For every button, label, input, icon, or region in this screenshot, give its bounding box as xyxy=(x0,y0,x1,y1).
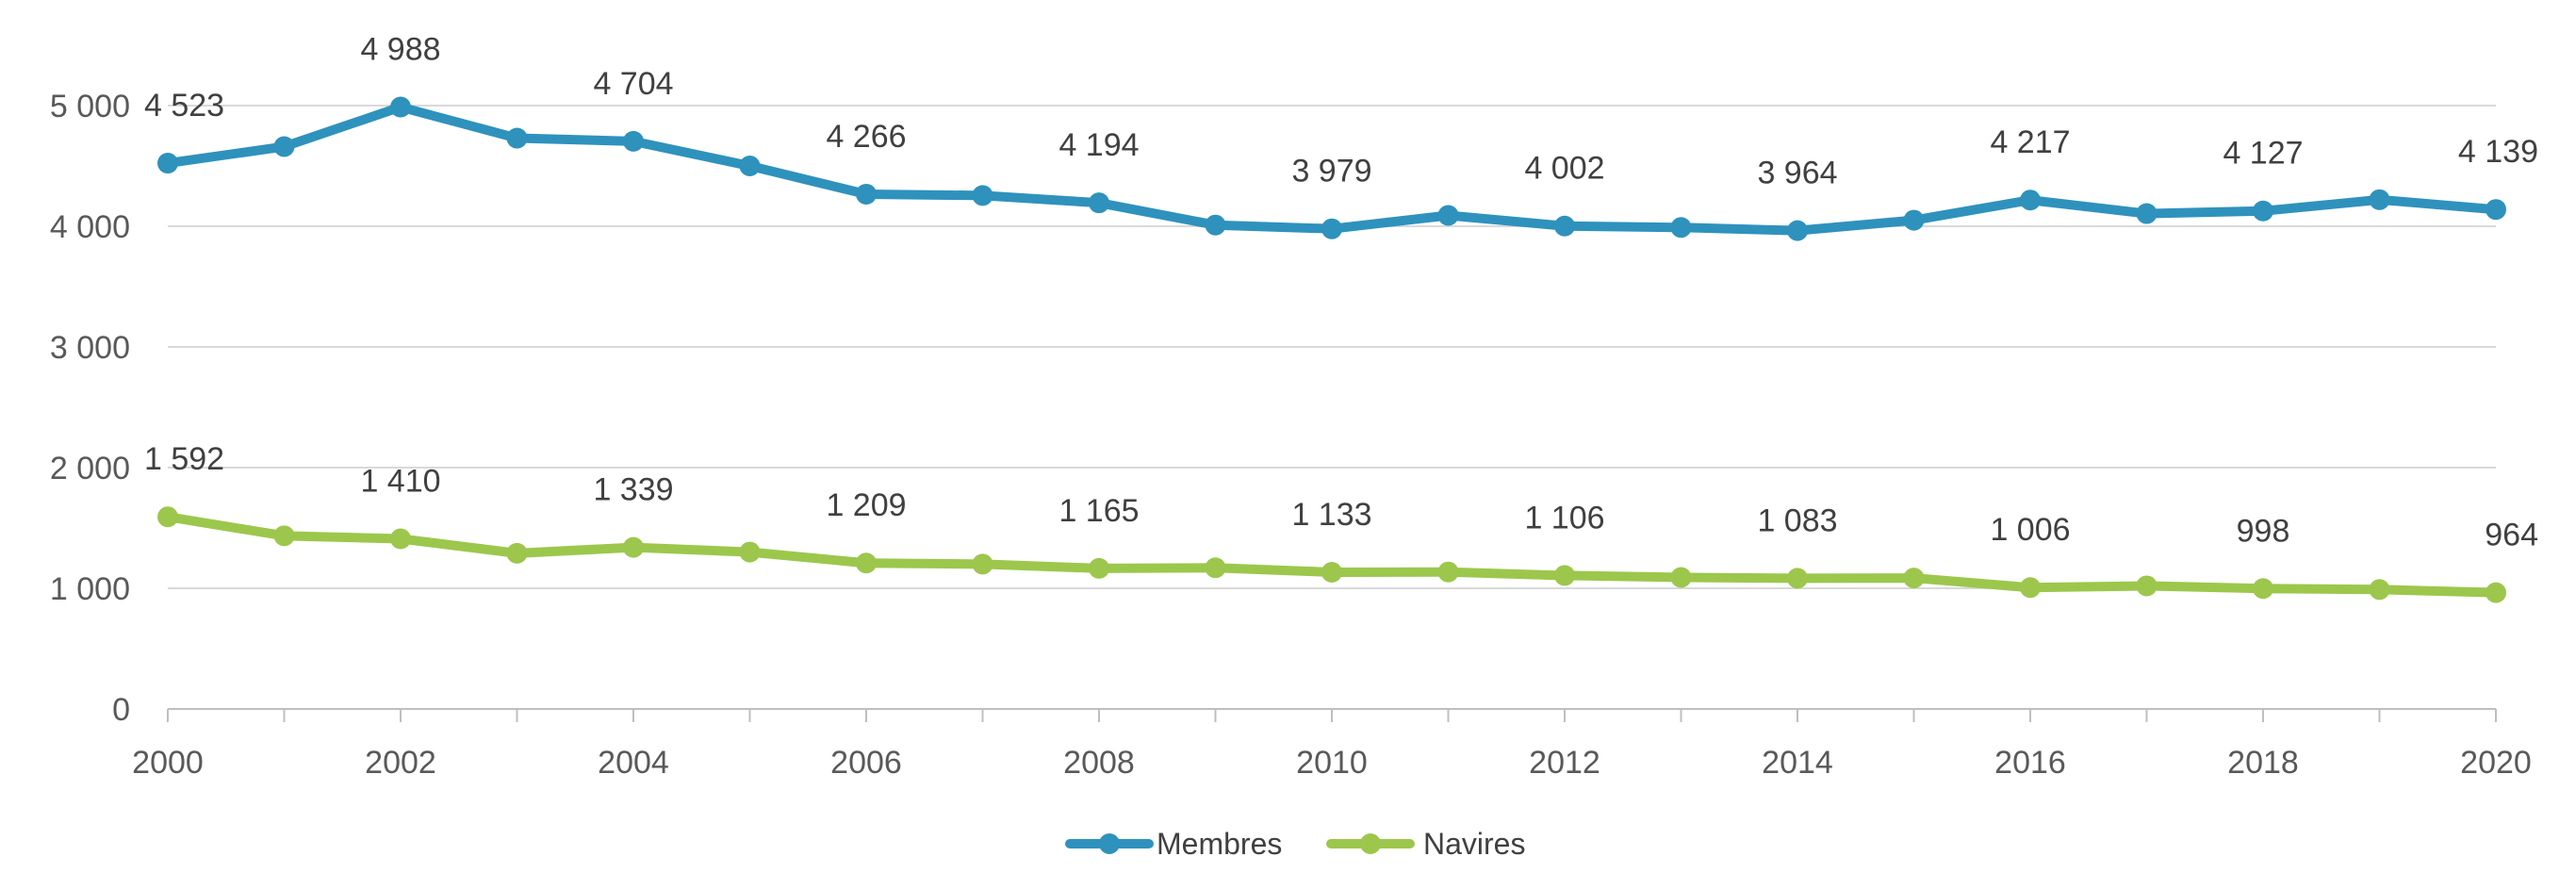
data-label-navires: 1 006 xyxy=(1990,512,2070,548)
data-label-membres: 3 979 xyxy=(1291,154,1371,189)
data-label-navires: 964 xyxy=(2485,518,2538,553)
data-point-membres xyxy=(390,96,411,118)
data-point-membres xyxy=(1321,218,1342,239)
data-label-navires: 1 165 xyxy=(1058,493,1139,529)
data-point-membres xyxy=(2486,199,2506,221)
data-label-membres: 4 127 xyxy=(2223,136,2303,172)
data-point-membres xyxy=(1089,192,1109,214)
data-point-membres xyxy=(1205,214,1226,236)
data-point-membres xyxy=(1437,205,1459,226)
data-point-membres xyxy=(972,185,993,206)
data-point-membres xyxy=(157,153,178,174)
data-point-navires xyxy=(856,552,877,574)
x-tick-label: 2014 xyxy=(1762,745,1833,781)
y-tick-label: 4 000 xyxy=(50,209,130,245)
legend-label-membres: Membres xyxy=(1157,827,1282,861)
data-point-navires xyxy=(2369,579,2390,601)
data-point-membres xyxy=(2020,189,2041,211)
data-point-navires xyxy=(972,553,993,575)
y-tick-label: 3 000 xyxy=(50,330,130,366)
x-tick-label: 2010 xyxy=(1296,745,1368,781)
legend-swatch-marker-navires xyxy=(1360,833,1381,854)
data-point-navires xyxy=(1554,565,1575,586)
x-tick-label: 2008 xyxy=(1063,745,1135,781)
data-label-navires: 1 410 xyxy=(360,464,440,500)
data-label-membres: 4 704 xyxy=(593,66,673,102)
data-point-navires xyxy=(273,525,295,547)
data-point-membres xyxy=(739,156,761,176)
data-point-membres xyxy=(1903,209,1925,231)
data-label-membres: 4 194 xyxy=(1058,127,1139,163)
series-points xyxy=(157,96,2506,603)
data-point-navires xyxy=(623,536,644,558)
x-tick-label: 2018 xyxy=(2227,745,2299,781)
data-point-navires xyxy=(1903,568,1925,589)
data-label-membres: 4 002 xyxy=(1524,151,1604,187)
data-point-membres xyxy=(1787,220,1808,241)
data-label-navires: 998 xyxy=(2237,513,2290,549)
data-point-navires xyxy=(2486,582,2506,603)
y-tick-label: 1 000 xyxy=(50,571,130,607)
legend-label-navires: Navires xyxy=(1423,827,1525,861)
data-labels: 4 523 4 988 4 704 4 266 4 194 3 979 4 002 3 964… xyxy=(144,32,2538,553)
data-label-membres: 4 523 xyxy=(144,88,224,124)
data-point-membres xyxy=(273,136,295,157)
y-tick-label: 0 xyxy=(112,692,130,728)
y-tick-label: 2 000 xyxy=(50,451,130,486)
x-tick-label: 2002 xyxy=(365,745,436,781)
x-tick-label: 2020 xyxy=(2460,745,2532,781)
data-point-navires xyxy=(1089,557,1109,579)
data-point-membres xyxy=(1554,215,1575,237)
legend: Membres Navires xyxy=(1065,827,1525,861)
data-point-navires xyxy=(1321,561,1342,583)
data-point-navires xyxy=(157,506,178,528)
data-point-navires xyxy=(2020,577,2041,599)
data-label-membres: 4 266 xyxy=(826,119,906,155)
data-point-navires xyxy=(506,542,528,564)
x-tick-label: 2016 xyxy=(1994,745,2066,781)
data-point-navires xyxy=(739,541,761,563)
data-point-navires xyxy=(1205,557,1226,579)
data-point-navires xyxy=(1670,567,1692,588)
data-point-membres xyxy=(856,183,877,205)
legend-swatch-marker-membres xyxy=(1099,833,1120,854)
x-tick-label: 2000 xyxy=(132,745,204,781)
data-point-membres xyxy=(2136,203,2158,224)
data-label-membres: 3 964 xyxy=(1757,156,1837,191)
data-point-navires xyxy=(2136,575,2158,597)
data-label-navires: 1 133 xyxy=(1291,497,1371,533)
data-point-navires xyxy=(1437,561,1459,583)
data-label-navires: 1 083 xyxy=(1757,502,1837,538)
data-label-navires: 1 209 xyxy=(826,487,906,523)
data-point-navires xyxy=(1787,568,1808,589)
data-label-navires: 1 106 xyxy=(1524,500,1604,535)
data-point-membres xyxy=(623,130,644,152)
data-point-membres xyxy=(1670,217,1692,239)
x-tick-label: 2012 xyxy=(1529,745,1600,781)
data-point-membres xyxy=(506,127,528,149)
y-axis-ticks: 0 1 000 2 000 3 000 4 000 5 000 xyxy=(50,89,130,728)
data-label-navires: 1 592 xyxy=(144,441,224,477)
data-point-navires xyxy=(390,528,411,550)
y-tick-label: 5 000 xyxy=(50,89,130,124)
data-point-membres xyxy=(2253,200,2273,222)
data-point-navires xyxy=(2253,578,2273,600)
data-label-membres: 4 217 xyxy=(1990,124,2070,160)
data-label-navires: 1 339 xyxy=(593,472,673,508)
data-label-membres: 4 139 xyxy=(2458,134,2538,170)
data-point-membres xyxy=(2369,189,2390,210)
x-tick-label: 2006 xyxy=(830,745,902,781)
data-label-membres: 4 988 xyxy=(360,32,440,68)
x-tick-label: 2004 xyxy=(598,745,669,781)
x-axis: 2000 2002 2004 2006 2008 2010 2012 2014 2016 2018… xyxy=(132,708,2532,781)
